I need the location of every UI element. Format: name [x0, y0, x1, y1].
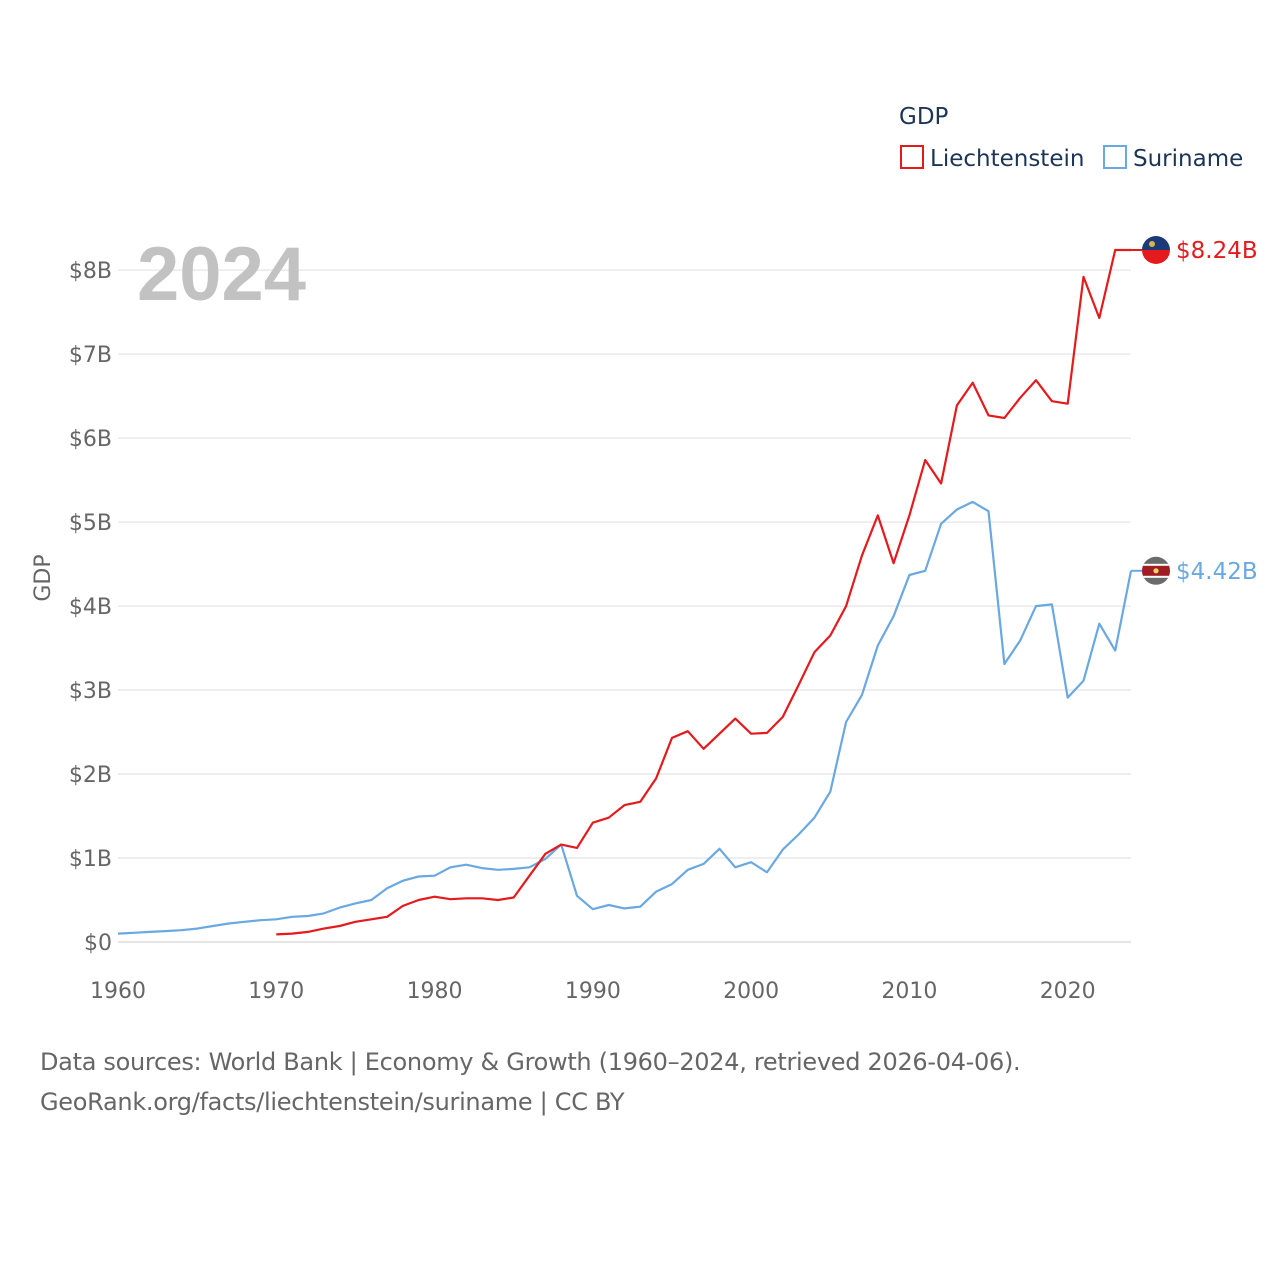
legend: GDP Liechtenstein Suriname [899, 104, 1243, 172]
end-marker-suriname: $4.42B [1131, 556, 1258, 585]
x-tick-label: 2020 [1040, 979, 1096, 1004]
x-tick-label: 2000 [723, 979, 779, 1004]
x-tick-label: 1970 [248, 979, 304, 1004]
end-marker-liechtenstein: $8.24B [1131, 236, 1258, 264]
x-axis-ticks: 1960 1970 1980 1990 2000 2010 2020 [90, 979, 1096, 1004]
end-value-liechtenstein: $8.24B [1176, 238, 1258, 264]
y-tick-label: $2B [69, 763, 112, 788]
y-tick-label: $3B [69, 679, 112, 704]
y-tick-label: $6B [69, 427, 112, 452]
x-tick-label: 1990 [565, 979, 621, 1004]
x-tick-label: 1960 [90, 979, 146, 1004]
y-tick-label: $1B [69, 847, 112, 872]
y-tick-label: $5B [69, 511, 112, 536]
end-value-suriname: $4.42B [1176, 559, 1258, 585]
gridlines [118, 269, 1131, 943]
liechtenstein-flag-icon [1142, 236, 1170, 264]
y-tick-label: $7B [69, 343, 112, 368]
x-tick-label: 2010 [881, 979, 937, 1004]
series-line-liechtenstein[interactable] [276, 248, 1131, 936]
y-axis-ticks: $0 $1B $2B $3B $4B $5B $6B $7B $8B [69, 259, 112, 956]
suriname-flag-icon [1142, 556, 1170, 585]
series-line-suriname[interactable] [117, 500, 1133, 935]
series-lines [117, 248, 1133, 936]
source-line-2[interactable]: GeoRank.org/facts/liechtenstein/suriname… [40, 1088, 625, 1116]
legend-label-suriname[interactable]: Suriname [1133, 146, 1243, 172]
source-note: Data sources: World Bank | Economy & Gro… [40, 1042, 1021, 1122]
year-label: 2024 [137, 232, 306, 317]
gdp-line-chart: $0$1B$2B$3B$4B$5B$6B$7B$8B 1960 1970 1980 1… [31, 104, 1258, 1004]
y-tick-label: $8B [69, 259, 112, 284]
source-line-1: Data sources: World Bank | Economy & Gro… [40, 1048, 1021, 1076]
y-tick-label: $4B [69, 595, 112, 620]
legend-label-liechtenstein[interactable]: Liechtenstein [930, 146, 1084, 172]
legend-title: GDP [899, 104, 949, 130]
y-axis-title: GDP [31, 554, 56, 601]
legend-swatch-liechtenstein[interactable] [900, 145, 924, 169]
y-tick-label: $0 [84, 931, 112, 956]
legend-swatch-suriname[interactable] [1103, 145, 1127, 169]
x-tick-label: 1980 [407, 979, 463, 1004]
